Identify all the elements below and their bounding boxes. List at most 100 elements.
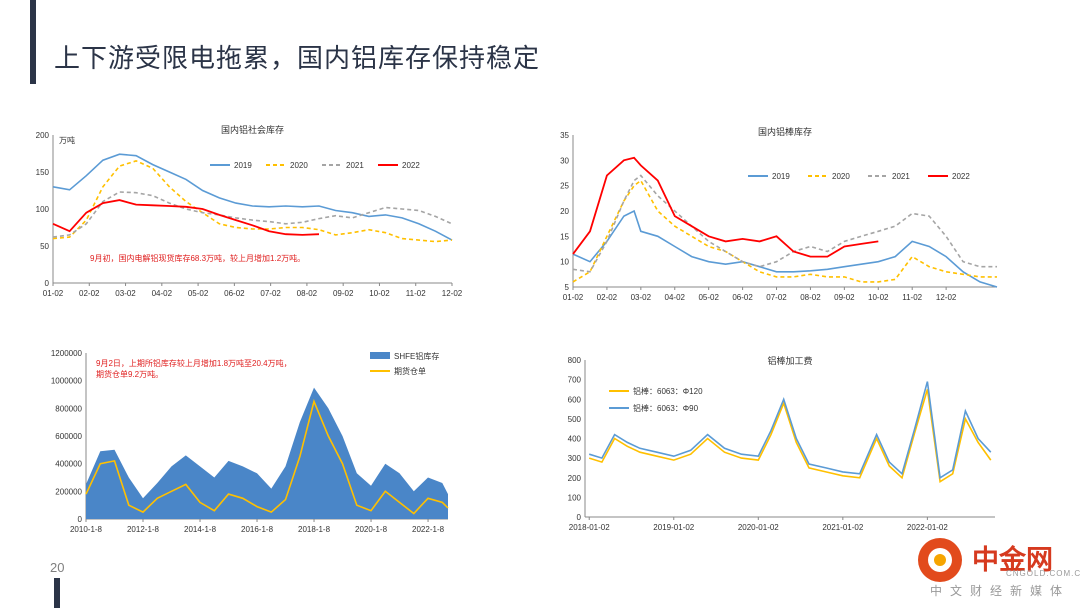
x-tick-label: 08-02 xyxy=(297,289,318,298)
y-tick-label: 5 xyxy=(565,283,570,292)
x-tick-label: 02-02 xyxy=(597,293,618,302)
y-tick-label: 400 xyxy=(568,435,582,444)
y-tick-label: 150 xyxy=(36,168,50,177)
chart-annotation: 期货仓单9.2万吨。 xyxy=(96,369,163,379)
x-tick-label: 04-02 xyxy=(152,289,173,298)
x-tick-label: 03-02 xyxy=(631,293,652,302)
y-tick-label: 200 xyxy=(568,474,582,483)
x-tick-label: 12-02 xyxy=(442,289,463,298)
legend-label: 2019 xyxy=(772,172,790,181)
x-tick-label: 2020-1-8 xyxy=(355,525,388,534)
y-tick-label: 800 xyxy=(568,356,582,365)
x-tick-label: 05-02 xyxy=(188,289,209,298)
x-tick-label: 10-02 xyxy=(369,289,390,298)
legend-label: 铝棒：6063：Φ90 xyxy=(633,403,699,413)
series-line-2019 xyxy=(572,209,998,288)
x-tick-label: 01-02 xyxy=(43,289,64,298)
series-area-SHFE铝库存 xyxy=(86,387,448,519)
y-tick-label: 200 xyxy=(36,131,50,140)
series-line-2021 xyxy=(52,191,453,238)
chart-title: 国内铝棒库存 xyxy=(758,126,812,137)
y-tick-label: 600000 xyxy=(55,432,82,441)
chart-annotation: 9月初，国内电解铝现货库存68.3万吨，较上月增加1.2万吨。 xyxy=(90,253,305,263)
y-tick-label: 50 xyxy=(40,242,49,251)
legend-label: 2021 xyxy=(892,172,910,181)
chart-title: 铝棒加工费 xyxy=(767,355,812,366)
x-tick-label: 09-02 xyxy=(333,289,354,298)
series-line-期货仓单 xyxy=(85,398,449,515)
y-tick-label: 15 xyxy=(560,232,569,241)
chart-aluminum-rod-processing-fee: 铝棒加工费 0 100 200 300 400 500 600 700 800 2018-01-02… xyxy=(568,355,995,532)
y-tick-label: 800000 xyxy=(55,404,82,413)
x-tick-label: 04-02 xyxy=(665,293,686,302)
x-tick-label: 2010-1-8 xyxy=(70,525,103,534)
chart-title: 国内铝社会库存 xyxy=(221,124,284,135)
legend-label: 2020 xyxy=(290,161,308,170)
title-accent-bar xyxy=(30,0,36,84)
y-tick-label: 25 xyxy=(560,182,569,191)
logo-url: CNGOLD.COM.CN xyxy=(1006,569,1080,578)
series-line-2020 xyxy=(52,160,453,243)
y-tick-label: 600 xyxy=(568,395,582,404)
x-tick-label: 2020-01-02 xyxy=(738,523,779,532)
x-tick-label: 2022-1-8 xyxy=(412,525,445,534)
x-tick-label: 06-02 xyxy=(224,289,245,298)
x-tick-label: 2018-01-02 xyxy=(569,523,610,532)
x-tick-label: 08-02 xyxy=(800,293,821,302)
series-line-2019 xyxy=(52,153,453,241)
x-tick-label: 2019-01-02 xyxy=(653,523,694,532)
x-tick-label: 06-02 xyxy=(732,293,753,302)
x-tick-label: 2014-1-8 xyxy=(184,525,217,534)
x-tick-label: 09-02 xyxy=(834,293,855,302)
series-line-铝棒：6063：Φ120 xyxy=(588,389,992,484)
site-logo: 中金网 CNGOLD.COM.CN 中文财经新媒体 xyxy=(906,536,1080,602)
logo-slogan: 中文财经新媒体 xyxy=(930,584,1071,598)
x-tick-label: 02-02 xyxy=(79,289,100,298)
series-line-2022 xyxy=(572,156,879,258)
y-tick-label: 0 xyxy=(78,515,83,524)
legend-label: 2020 xyxy=(832,172,850,181)
x-tick-label: 2022-01-02 xyxy=(907,523,948,532)
y-tick-label: 100 xyxy=(568,493,582,502)
x-tick-label: 2012-1-8 xyxy=(127,525,160,534)
y-tick-label: 20 xyxy=(560,207,569,216)
x-tick-label: 11-02 xyxy=(406,289,426,298)
y-tick-label: 1200000 xyxy=(51,349,83,358)
legend-label: SHFE铝库存 xyxy=(394,351,439,361)
x-tick-label: 01-02 xyxy=(563,293,584,302)
y-tick-label: 10 xyxy=(560,258,569,267)
y-tick-label: 0 xyxy=(45,279,50,288)
x-tick-label: 05-02 xyxy=(698,293,719,302)
legend-label: 铝棒：6063：Φ120 xyxy=(633,386,703,396)
y-tick-label: 200000 xyxy=(55,487,82,496)
y-tick-label: 0 xyxy=(577,513,582,522)
legend-swatch xyxy=(370,352,390,359)
y-tick-label: 100 xyxy=(36,205,50,214)
legend-label: 2022 xyxy=(402,161,420,170)
x-tick-label: 11-02 xyxy=(902,293,922,302)
y-tick-label: 700 xyxy=(568,376,582,385)
y-tick-label: 30 xyxy=(560,156,569,165)
series-line-2021 xyxy=(572,174,997,273)
legend-label: 2019 xyxy=(234,161,252,170)
x-tick-label: 2016-1-8 xyxy=(241,525,274,534)
page-number: 20 xyxy=(50,560,65,575)
x-tick-label: 07-02 xyxy=(260,289,281,298)
footer-accent-bar xyxy=(54,578,60,608)
series-line-2022 xyxy=(52,199,320,236)
y-tick-label: 35 xyxy=(560,131,569,140)
x-tick-label: 03-02 xyxy=(115,289,136,298)
chart-aluminum-rod-inventory: 国内铝棒库存 5 10 15 20 25 30 35 01-02 02-02 03-02 04-02 0… xyxy=(560,126,998,302)
logo-name: 中金网 xyxy=(972,545,1053,576)
x-tick-label: 12-02 xyxy=(936,293,957,302)
series-line-铝棒：6063：Φ90 xyxy=(588,381,992,480)
legend-label: 期货仓单 xyxy=(394,366,426,376)
x-tick-label: 10-02 xyxy=(868,293,889,302)
y-axis-label: 万吨 xyxy=(59,135,75,145)
y-tick-label: 500 xyxy=(568,415,582,424)
x-tick-label: 2018-1-8 xyxy=(298,525,331,534)
x-tick-label: 2021-01-02 xyxy=(822,523,863,532)
legend-label: 2022 xyxy=(952,172,970,181)
y-tick-label: 1000000 xyxy=(51,377,83,386)
